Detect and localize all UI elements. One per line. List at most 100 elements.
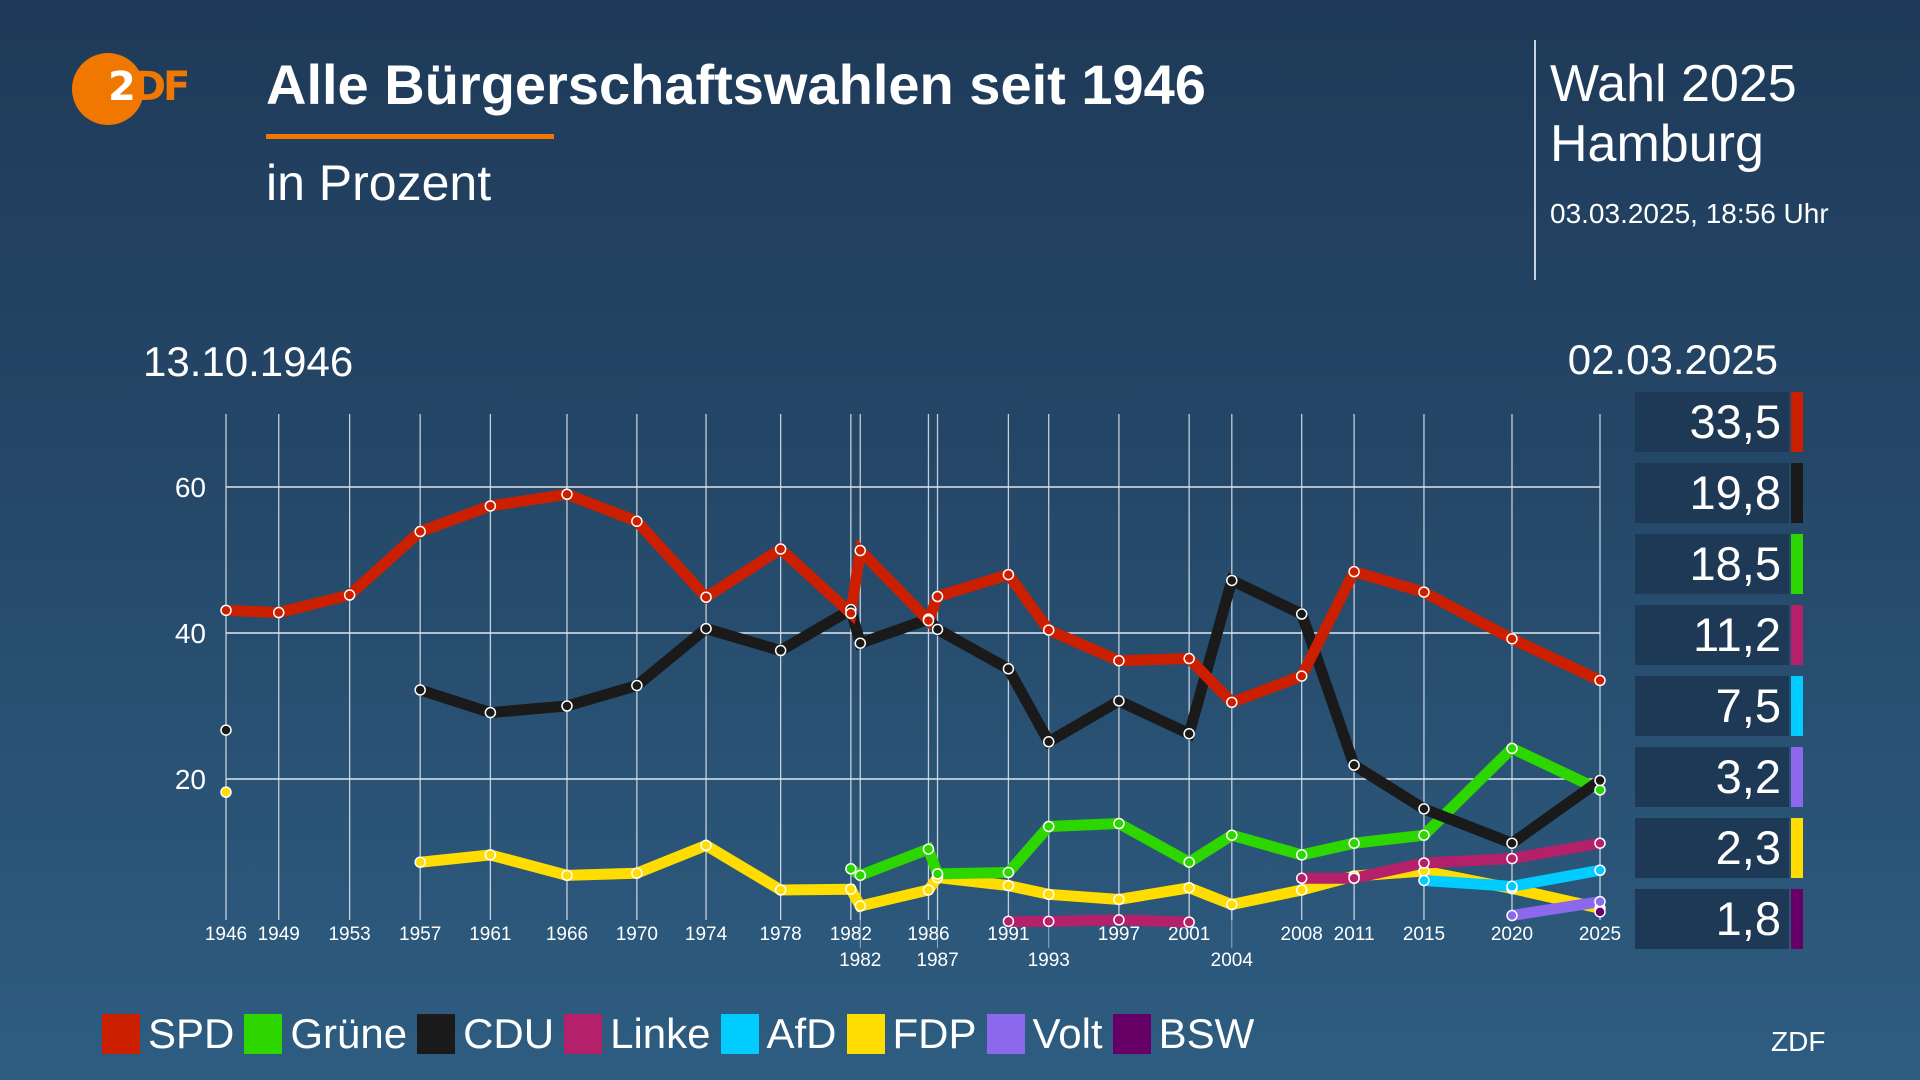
data-point-spd [484, 500, 497, 512]
data-point-fdp [1002, 879, 1015, 892]
election-city: Hamburg [1550, 115, 1764, 173]
data-point-linke [1042, 915, 1055, 928]
data-point-cdu [1002, 663, 1015, 675]
zdf-logo-text: 2DF [108, 64, 190, 110]
party-color-bar [1791, 605, 1803, 665]
x-tick-label: 2008 [1281, 924, 1323, 945]
data-point-cdu [1113, 695, 1125, 707]
result-box-grüne: 18,5 [1635, 534, 1803, 594]
result-box-volt: 3,2 [1635, 747, 1803, 807]
legend: SPD Grüne CDU Linke AfD FDP Volt BSW [102, 1010, 1264, 1058]
data-point-fdp [631, 867, 643, 879]
data-point-spd [1226, 696, 1238, 709]
data-point-fdp [220, 786, 232, 798]
x-tick-label: 2025 [1579, 924, 1621, 945]
data-point-spd [414, 525, 426, 538]
data-point-fdp [484, 849, 497, 861]
data-point-afd [1506, 880, 1518, 893]
data-point-spd [1042, 624, 1055, 636]
data-point-spd [1506, 633, 1518, 645]
x-tick-label: 1978 [759, 924, 801, 945]
x-tick-label: 2020 [1491, 924, 1533, 945]
party-color-bar [1791, 463, 1803, 523]
x-tick-label: 1987 [916, 950, 958, 971]
party-color-bar [1791, 676, 1803, 736]
data-point-cdu [484, 706, 497, 719]
data-point-fdp [854, 900, 867, 912]
data-point-spd [631, 515, 643, 528]
data-point-spd [1295, 670, 1308, 682]
data-point-grüne [845, 863, 857, 875]
legend-swatch [564, 1014, 603, 1054]
x-tick-label: 1957 [399, 924, 441, 945]
data-point-fdp [1113, 893, 1125, 906]
x-tick-label: 1982 [839, 950, 881, 971]
data-point-cdu [931, 623, 944, 636]
date-end-label: 02.03.2025 [1567, 336, 1778, 383]
data-point-cdu [1226, 574, 1238, 587]
data-point-volt [1594, 895, 1606, 908]
result-value: 18,5 [1689, 537, 1781, 590]
data-point-fdp [1226, 898, 1238, 911]
data-point-spd [922, 614, 935, 627]
data-point-spd [220, 604, 232, 617]
data-point-spd [931, 590, 944, 603]
header-divider [1534, 40, 1536, 280]
data-point-spd [561, 488, 573, 501]
data-point-linke [1002, 915, 1015, 928]
series-line-cdu [418, 572, 1604, 850]
data-point-volt [1506, 909, 1518, 922]
result-value: 2,3 [1715, 821, 1781, 874]
data-point-spd [1594, 674, 1606, 687]
result-value: 33,5 [1689, 395, 1781, 448]
legend-label: FDP [892, 1010, 977, 1057]
x-tick-label: 1991 [987, 924, 1029, 945]
data-point-grüne [1506, 742, 1518, 755]
x-tick-label: 1949 [258, 924, 300, 945]
data-point-grüne [854, 869, 867, 882]
party-color-bar [1791, 889, 1803, 949]
legend-swatch [1112, 1014, 1151, 1054]
data-point-cdu [700, 622, 712, 635]
series-line-spd [225, 488, 1603, 709]
result-value: 19,8 [1689, 466, 1781, 519]
x-tick-label: 1953 [328, 924, 370, 945]
date-start-label: 13.10.1946 [143, 338, 354, 385]
data-point-cdu [1506, 837, 1518, 849]
x-tick-label: 1946 [205, 924, 247, 945]
data-point-grüne [1226, 829, 1238, 841]
data-point-fdp [1183, 882, 1195, 894]
data-point-spd [854, 544, 867, 557]
party-color-bar [1791, 818, 1803, 878]
data-point-fdp [1042, 888, 1055, 901]
data-point-fdp [414, 856, 426, 868]
legend-item-grüne: Grüne [244, 1010, 407, 1058]
result-value: 11,2 [1693, 608, 1781, 661]
y-tick-label: 40 [175, 618, 206, 649]
data-point-grüne [1295, 849, 1308, 861]
data-point-spd [272, 606, 285, 619]
x-tick-label: 1970 [616, 924, 658, 945]
election-title: Wahl 2025 [1550, 55, 1797, 113]
data-point-linke [1418, 857, 1430, 869]
legend-item-volt: Volt [986, 1010, 1103, 1058]
result-value: 1,8 [1715, 892, 1781, 945]
data-point-linke [1295, 872, 1308, 885]
timestamp: 03.03.2025, 18:56 Uhr [1550, 198, 1829, 229]
y-tick-label: 20 [175, 764, 206, 795]
legend-item-cdu: CDU [417, 1010, 554, 1058]
x-tick-label: 1986 [907, 924, 949, 945]
data-point-grüne [1183, 856, 1195, 868]
legend-item-bsw: BSW [1112, 1010, 1254, 1058]
data-point-fdp [845, 883, 857, 895]
data-point-cdu [220, 724, 232, 736]
data-point-spd [1113, 654, 1125, 667]
election-label: Wahl 2025 Hamburg [1550, 54, 1797, 174]
data-point-cdu [1183, 727, 1195, 740]
x-tick-label: 2001 [1168, 924, 1210, 945]
data-point-fdp [561, 869, 573, 882]
data-point-grüne [1113, 817, 1125, 830]
result-box-afd: 7,5 [1635, 676, 1803, 736]
data-point-grüne [1002, 866, 1015, 879]
party-color-bar [1791, 747, 1803, 807]
